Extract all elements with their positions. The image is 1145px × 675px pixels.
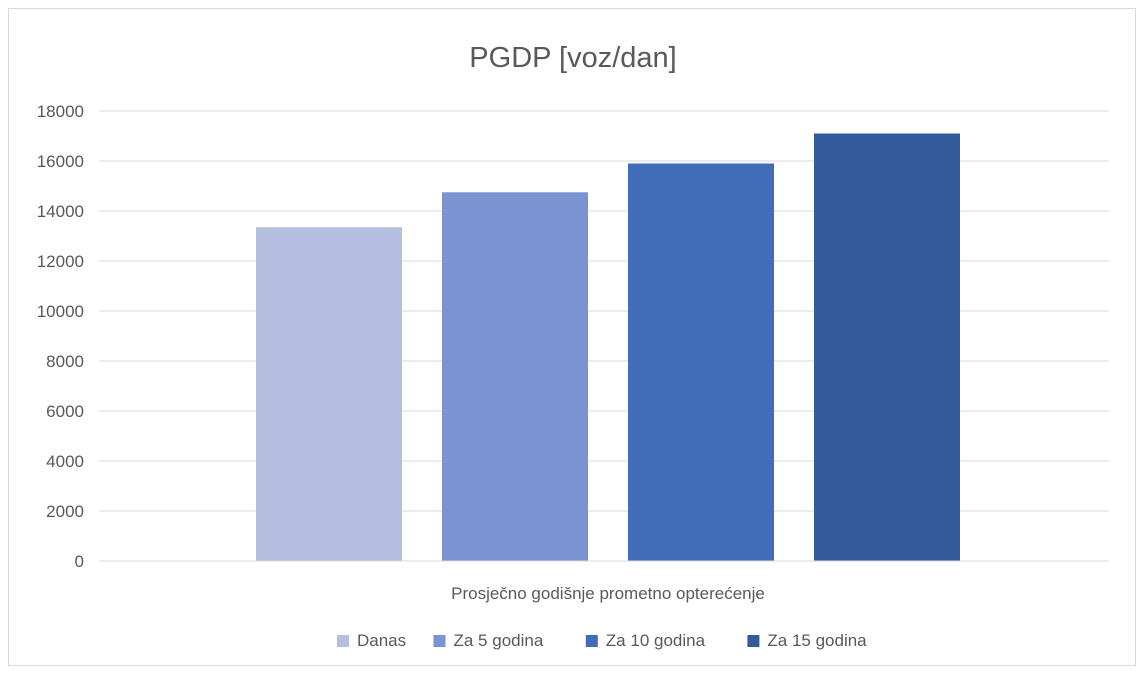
y-axis-ticks: 0 2000 4000 6000 8000 10000 12000 14000 16000 180… <box>37 102 84 571</box>
chart-container: PGDP [voz/dan] 0 2000 4000 6000 8000 10000 120… <box>8 8 1136 666</box>
y-tick-label: 0 <box>75 552 84 571</box>
x-category-label: Prosječno godišnje prometno opterećenje <box>451 584 765 603</box>
legend-swatch <box>747 635 760 647</box>
legend-swatch <box>337 635 349 647</box>
bar-za-15-godina <box>814 133 960 561</box>
legend-label: Za 15 godina <box>767 631 867 650</box>
legend-swatch <box>433 635 446 647</box>
chart-title: PGDP [voz/dan] <box>469 42 676 74</box>
legend: Danas Za 5 godina Za 10 godina Za 15 godina <box>337 631 867 650</box>
bar-za-10-godina <box>628 163 774 561</box>
y-tick-label: 18000 <box>37 102 84 121</box>
y-tick-label: 4000 <box>46 452 84 471</box>
legend-swatch <box>585 635 598 647</box>
bar-za-5-godina <box>442 192 588 561</box>
legend-label: Za 5 godina <box>454 631 544 650</box>
legend-label: Danas <box>357 631 406 650</box>
y-tick-label: 6000 <box>46 402 84 421</box>
y-tick-label: 14000 <box>37 202 84 221</box>
legend-label: Za 10 godina <box>606 631 706 650</box>
bars <box>256 133 960 561</box>
y-tick-label: 2000 <box>46 502 84 521</box>
y-tick-label: 16000 <box>37 152 84 171</box>
y-tick-label: 10000 <box>37 302 84 321</box>
y-tick-label: 8000 <box>46 352 84 371</box>
bar-chart: PGDP [voz/dan] 0 2000 4000 6000 8000 10000 120… <box>37 42 1109 650</box>
y-tick-label: 12000 <box>37 252 84 271</box>
bar-danas <box>256 227 402 561</box>
